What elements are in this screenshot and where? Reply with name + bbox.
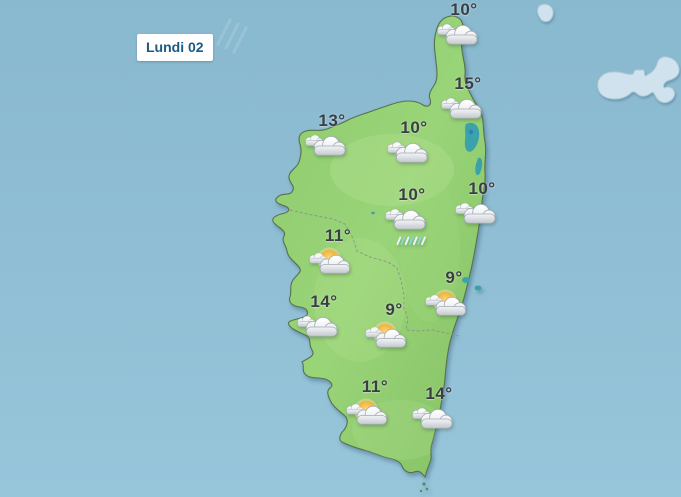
watermark-lines [216, 18, 248, 54]
corsica-island [272, 15, 487, 479]
capraia-island [537, 3, 554, 22]
elba-island [597, 56, 680, 104]
lagoon-deep-spot [468, 129, 474, 135]
department-border [289, 209, 460, 337]
coastal-lagoons [371, 122, 483, 291]
lavezzi-islets [419, 482, 429, 493]
date-label: Lundi 02 [137, 34, 213, 61]
